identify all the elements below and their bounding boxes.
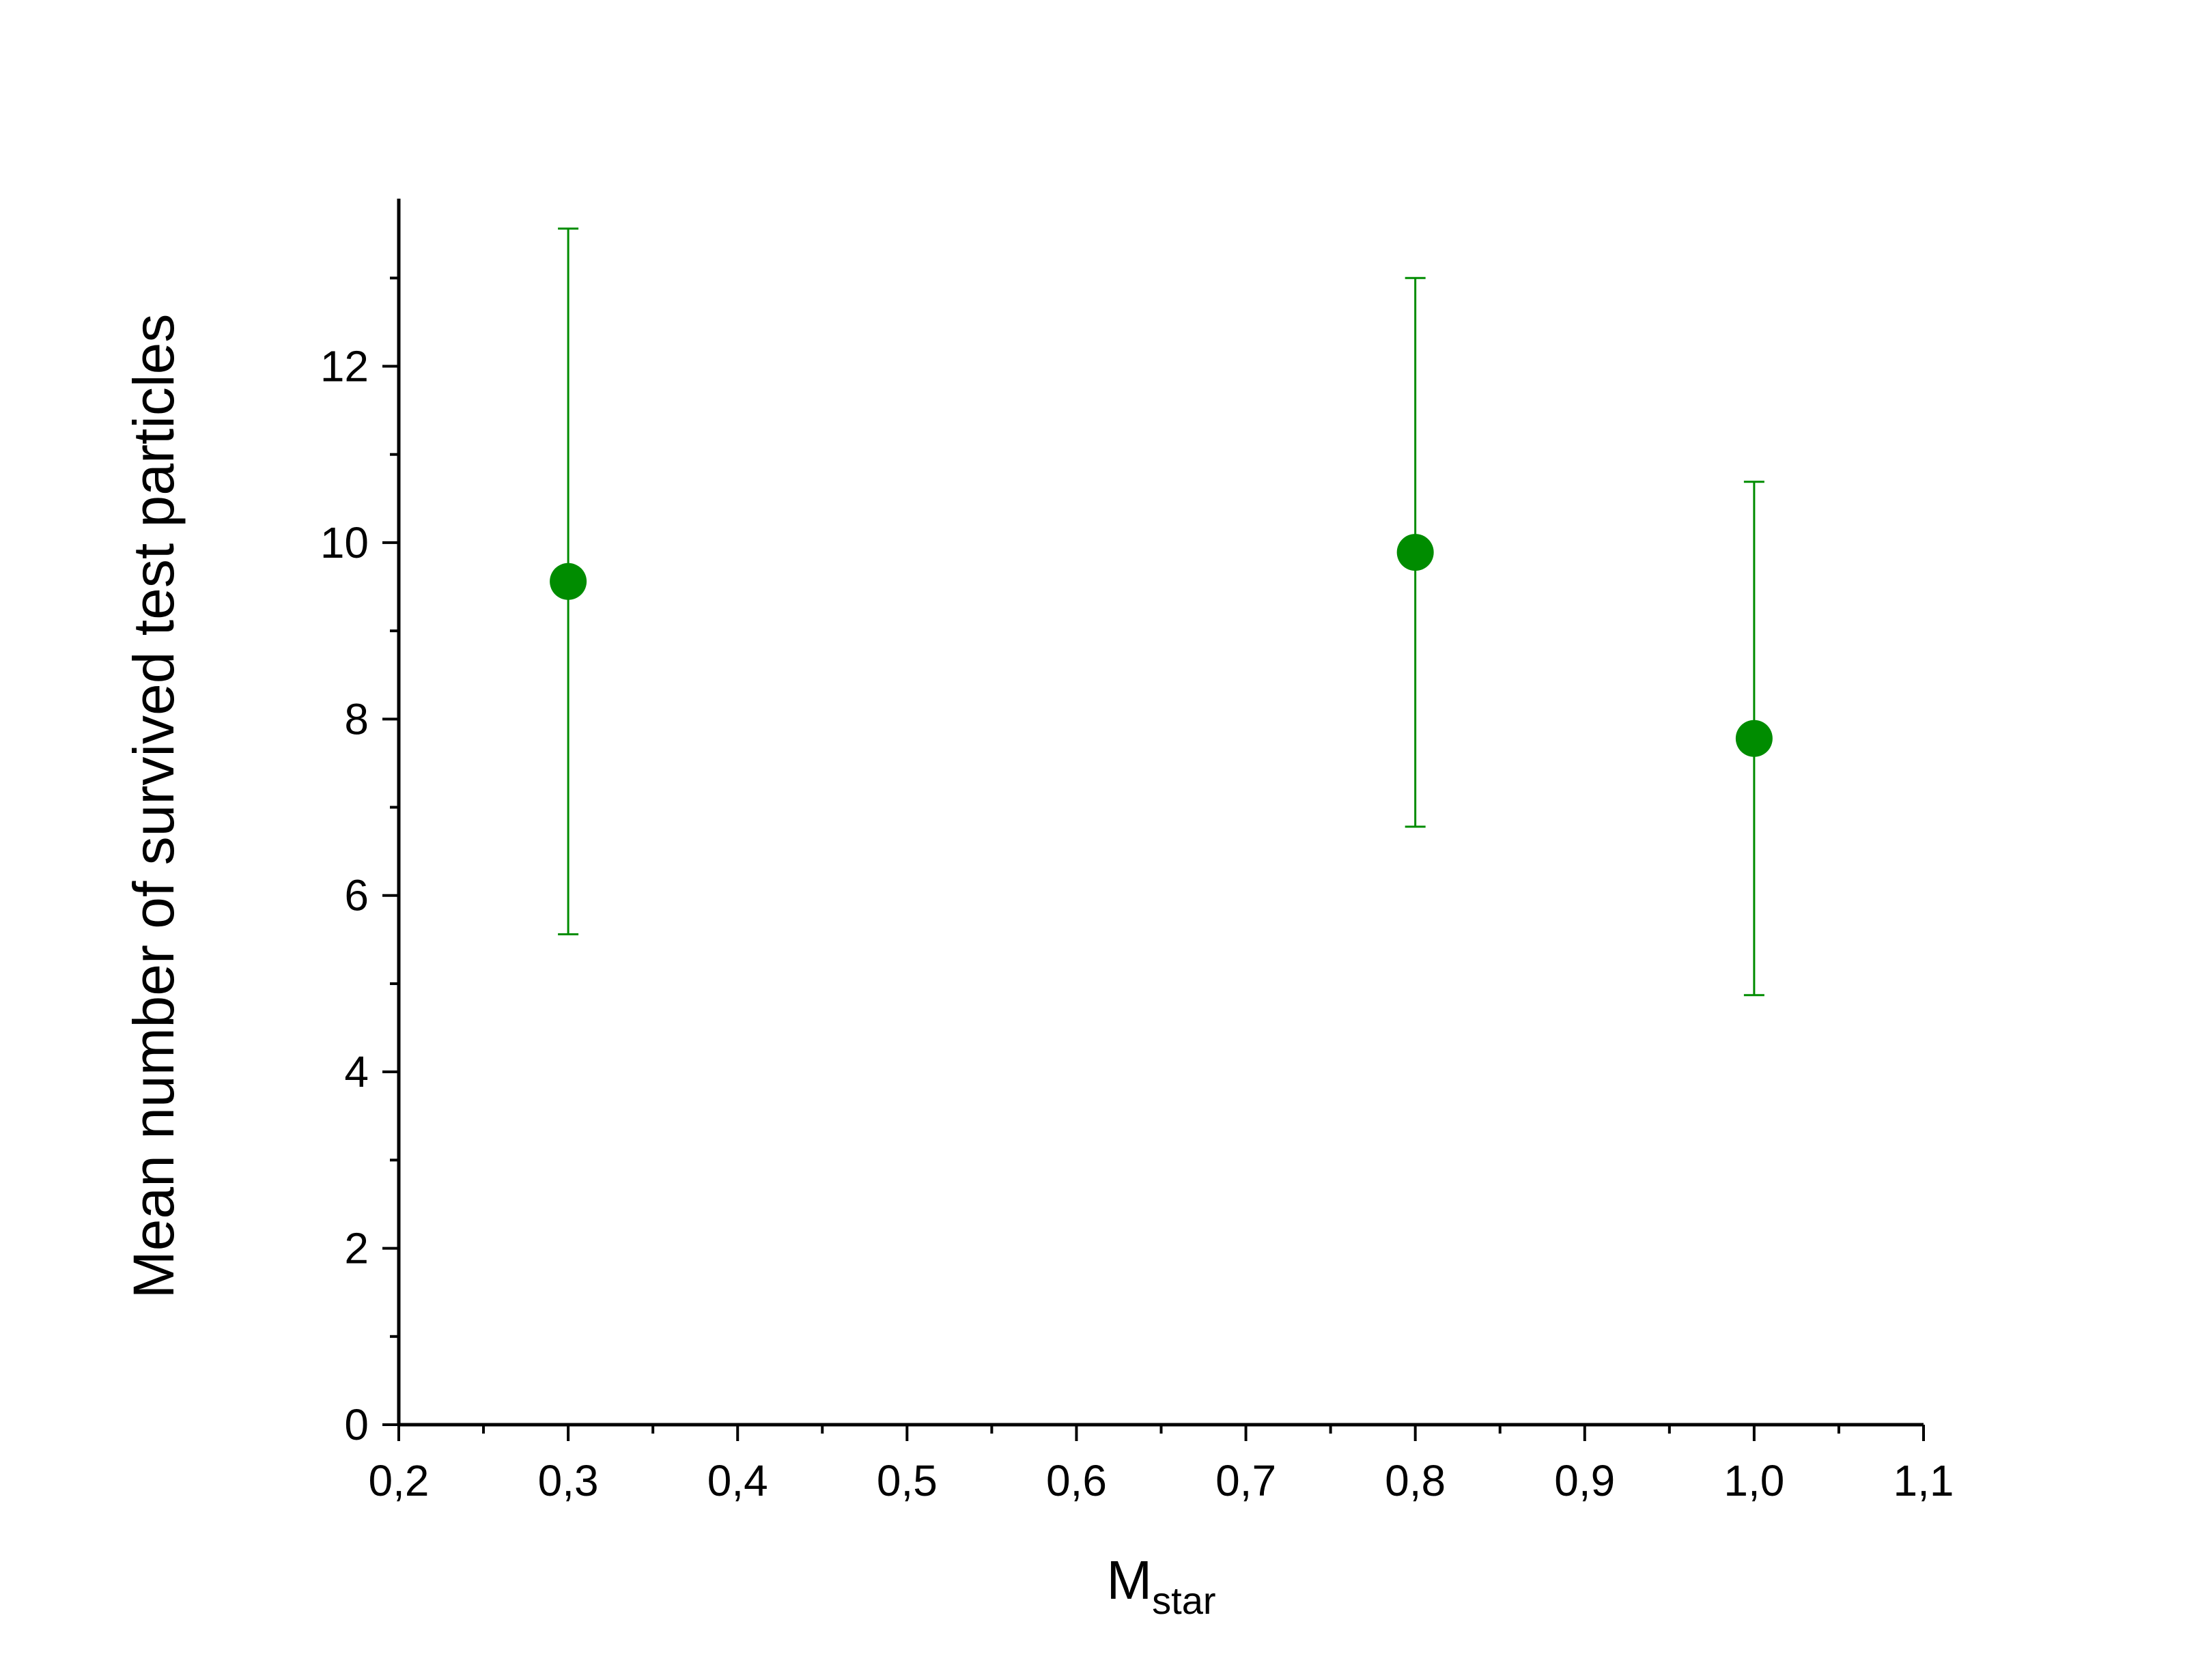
error-bars (558, 227, 1764, 997)
x-tick-label: 0,7 (1215, 1456, 1276, 1505)
x-tick-label: 0,6 (1046, 1456, 1107, 1505)
y-tick-label: 10 (320, 518, 369, 567)
y-axis-title: Mean number of survived test particles (122, 314, 186, 1299)
y-axis-ticks: 0 2 4 6 8 10 12 (320, 276, 399, 1449)
y-tick-label: 8 (344, 694, 369, 743)
y-tick-label: 2 (344, 1224, 369, 1273)
x-axis-title-main: M (1107, 1550, 1153, 1610)
y-tick-label: 6 (344, 871, 369, 920)
x-tick-label: 0,2 (369, 1456, 430, 1505)
data-point (1396, 534, 1434, 571)
x-axis-title-subscript: star (1152, 1579, 1215, 1622)
x-tick-label: 1,1 (1894, 1456, 1954, 1505)
data-points (550, 534, 1773, 757)
y-tick-label: 4 (344, 1047, 369, 1096)
y-tick-label: 0 (344, 1400, 369, 1449)
data-point (1735, 720, 1773, 757)
x-axis-title: Mstar (1107, 1550, 1216, 1622)
x-tick-label: 0,4 (707, 1456, 768, 1505)
y-tick-label: 12 (320, 341, 369, 390)
data-point (550, 563, 587, 600)
x-tick-label: 0,3 (538, 1456, 599, 1505)
x-tick-label: 0,8 (1385, 1456, 1446, 1505)
x-tick-label: 0,9 (1554, 1456, 1615, 1505)
axes (397, 199, 1924, 1427)
x-tick-label: 0,5 (877, 1456, 938, 1505)
x-tick-label: 1,0 (1723, 1456, 1784, 1505)
x-axis-ticks: 0,2 0,3 0,4 0,5 0,6 0,7 0,8 0,9 1,0 1,1 (369, 1425, 1954, 1505)
